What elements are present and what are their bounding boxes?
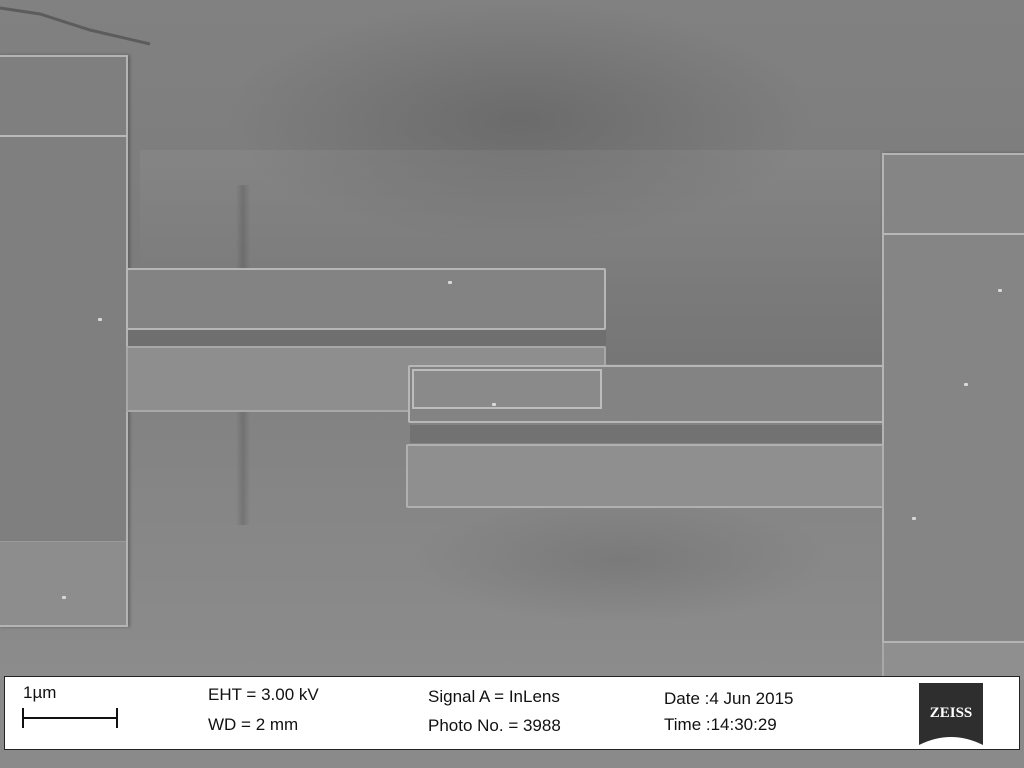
svg-text:ZEISS: ZEISS (930, 705, 973, 721)
scale-bar-label: 1µm (23, 683, 57, 702)
right-pad-step-edge (884, 233, 1024, 235)
cantilever-beam-upper-right (408, 365, 884, 423)
particle (912, 517, 916, 520)
left-pad-step-edge (0, 135, 126, 137)
right-electrode-pad (882, 153, 1024, 643)
particle (964, 383, 968, 386)
left-electrode-pad (0, 55, 128, 627)
capture-date: Date :4 Jun 2015 (664, 689, 794, 708)
capture-time: Time :14:30:29 (664, 715, 777, 734)
signal-detector: Signal A = InLens (428, 687, 560, 706)
cantilever-beam-lower-right (406, 444, 884, 508)
eht-value: EHT = 3.00 kV (208, 685, 319, 704)
beam-gap-shadow (606, 276, 882, 364)
sem-micrograph (0, 0, 1024, 680)
sem-info-bar: 1µm EHT = 3.00 kV WD = 2 mm Signal A = I… (4, 676, 1020, 750)
particle (998, 289, 1002, 292)
left-pad-foot (0, 541, 126, 625)
cantilever-beam-upper-left (126, 268, 606, 330)
particle (448, 281, 452, 284)
beam-overlap-region (412, 369, 602, 409)
beam-gap-shadow (128, 330, 606, 346)
particle (492, 403, 496, 406)
photo-number: Photo No. = 3988 (428, 716, 561, 735)
working-distance: WD = 2 mm (208, 715, 299, 734)
substrate-haze (140, 150, 880, 270)
particle (62, 596, 66, 599)
right-pad-foot (882, 643, 1024, 680)
particle (98, 318, 102, 321)
zeiss-logo: ZEISS (919, 683, 983, 745)
scale-bar (22, 708, 118, 728)
surface-crack (0, 6, 151, 46)
beam-gap-shadow (410, 425, 882, 443)
